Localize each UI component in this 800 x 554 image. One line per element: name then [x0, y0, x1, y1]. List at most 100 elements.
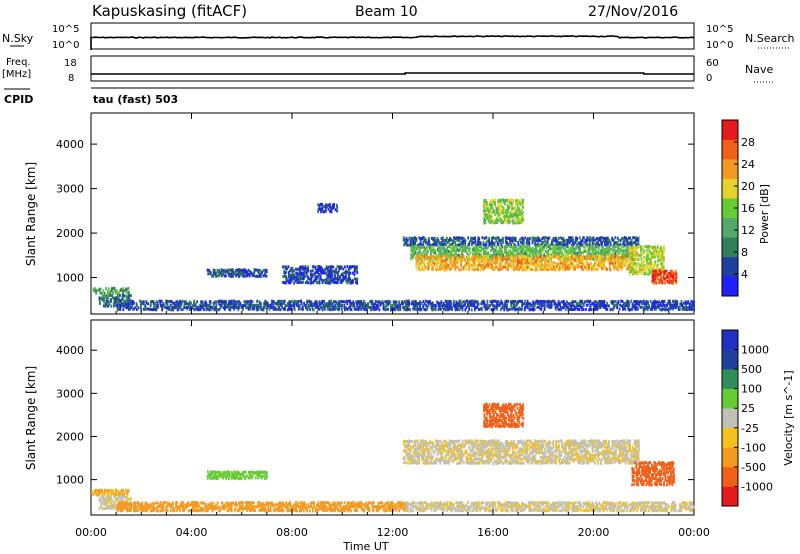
- scatter-cell: [598, 238, 601, 242]
- scatter-cell: [285, 505, 288, 509]
- scatter-cell: [578, 249, 580, 253]
- scatter-cell: [480, 249, 482, 253]
- scatter-cell: [124, 501, 127, 505]
- scatter-cell: [618, 255, 621, 259]
- scatter-cell: [307, 281, 310, 285]
- scatter-cell: [558, 255, 561, 259]
- scatter-cell: [606, 257, 608, 261]
- scatter-cell: [422, 257, 424, 261]
- scatter-cell: [625, 301, 628, 305]
- scatter-cell: [505, 215, 508, 219]
- scatter-cell: [437, 304, 440, 308]
- scatter-cell: [325, 302, 328, 306]
- scatter-cell: [590, 247, 593, 251]
- scatter-cell: [257, 304, 260, 308]
- scatter-cell: [418, 243, 421, 247]
- scatter-cell: [283, 269, 286, 273]
- scatter-cell: [138, 503, 141, 506]
- scatter-cell: [218, 268, 220, 272]
- scatter-cell: [243, 274, 245, 278]
- scatter-cell: [564, 261, 567, 265]
- scatter-cell: [221, 505, 224, 509]
- scatter-cell: [356, 300, 359, 304]
- scatter-cell: [283, 273, 286, 277]
- scatter-cell: [169, 299, 172, 303]
- scatter-cell: [471, 267, 473, 271]
- scatter-cell: [497, 236, 500, 240]
- scatter-cell: [412, 256, 414, 259]
- scatter-cell: [328, 273, 330, 277]
- scatter-cell: [585, 266, 587, 270]
- scatter-cell: [355, 307, 357, 311]
- scatter-cell: [123, 495, 125, 499]
- scatter-cell: [509, 245, 512, 249]
- scatter-cell: [294, 300, 297, 304]
- scatter-cell: [502, 254, 505, 257]
- scatter-cell: [162, 509, 165, 513]
- scatter-cell: [411, 251, 414, 255]
- scatter-cell: [651, 255, 654, 259]
- scatter-cell: [159, 503, 162, 507]
- scatter-cell: [658, 250, 661, 253]
- scatter-cell: [261, 507, 264, 511]
- scatter-cell: [500, 201, 502, 204]
- nave-label: Nave: [745, 63, 773, 76]
- scatter-cell: [498, 263, 501, 267]
- scatter-cell: [129, 301, 131, 305]
- scatter-cell: [374, 306, 377, 310]
- scatter-cell: [476, 301, 479, 305]
- scatter-cell: [337, 273, 339, 277]
- scatter-cell: [281, 509, 283, 513]
- scatter-cell: [212, 507, 215, 511]
- scatter-cell: [456, 301, 459, 305]
- scatter-cell: [575, 259, 578, 263]
- scatter-cell: [675, 279, 678, 283]
- scatter-cell: [456, 238, 459, 242]
- scatter-cell: [519, 238, 521, 242]
- scatter-cell: [461, 255, 464, 259]
- scatter-cell: [484, 207, 487, 210]
- scatter-cell: [204, 502, 206, 506]
- scatter-cell: [673, 303, 676, 307]
- scatter-cell: [483, 259, 486, 263]
- scatter-cell: [616, 244, 618, 248]
- scatter-cell: [232, 299, 234, 303]
- scatter-cell: [269, 507, 272, 511]
- scatter-cell: [345, 271, 348, 275]
- scatter-cell: [377, 300, 379, 304]
- scatter-cell: [581, 306, 584, 309]
- scatter-cell: [113, 506, 115, 510]
- scatter-cell: [567, 257, 570, 261]
- scatter-cell: [511, 265, 514, 269]
- scatter-cell: [338, 308, 340, 312]
- scatter-cell: [459, 245, 461, 249]
- scatter-cell: [608, 263, 611, 267]
- scatter-cell: [289, 501, 291, 505]
- scatter-cell: [613, 241, 616, 245]
- scatter-cell: [415, 262, 418, 265]
- scatter-cell: [247, 303, 250, 307]
- scatter-cell: [591, 301, 593, 305]
- scatter-cell: [530, 307, 533, 311]
- scatter-cell: [288, 302, 290, 306]
- scatter-cell: [522, 263, 525, 267]
- scatter-cell: [131, 503, 134, 507]
- scatter-cell: [659, 258, 662, 262]
- scatter-cell: [116, 299, 119, 303]
- scatter-cell: [126, 509, 128, 513]
- scatter-cell: [415, 245, 418, 249]
- scatter-cell: [157, 505, 159, 509]
- scatter-cell: [625, 257, 628, 261]
- scatter-cell: [127, 508, 130, 512]
- scatter-cell: [379, 301, 382, 305]
- scatter-cell: [554, 307, 557, 311]
- scatter-cell: [421, 243, 423, 247]
- scatter-cell: [522, 261, 525, 265]
- scatter-cell: [462, 247, 465, 251]
- scatter-cell: [643, 255, 646, 259]
- scatter-cell: [286, 304, 289, 308]
- scatter-cell: [609, 308, 612, 312]
- scatter-cell: [509, 211, 512, 215]
- scatter-cell: [604, 251, 607, 255]
- scatter-cell: [597, 259, 600, 263]
